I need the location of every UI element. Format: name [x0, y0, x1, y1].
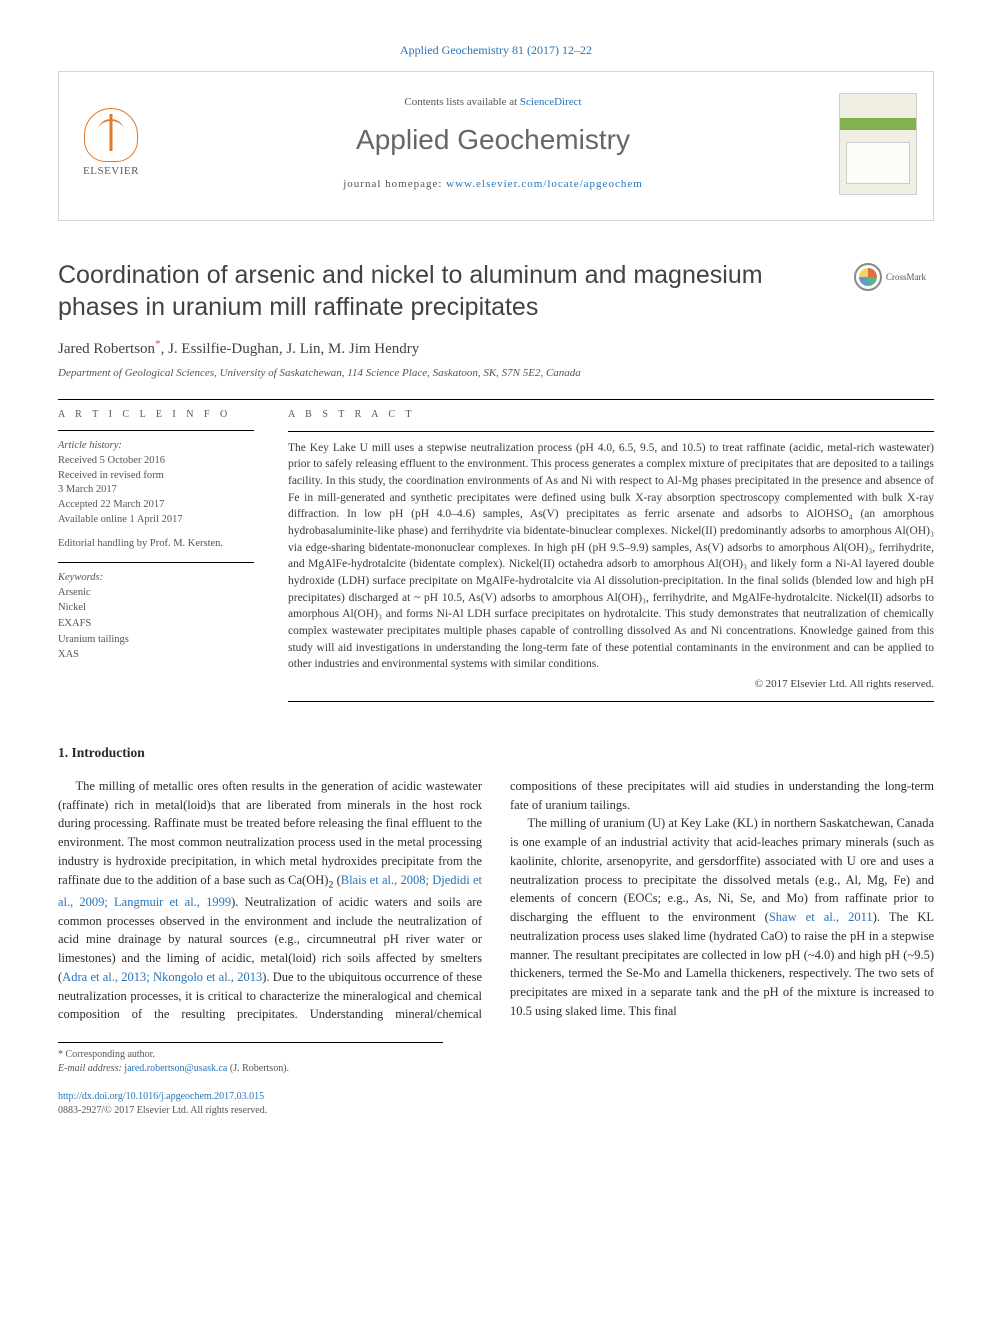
keyword: XAS [58, 648, 254, 663]
affiliation: Department of Geological Sciences, Unive… [58, 366, 934, 381]
journal-title: Applied Geochemistry [147, 120, 839, 159]
history-label: Article history: [58, 439, 254, 454]
email-link[interactable]: jared.robertson@usask.ca [124, 1063, 227, 1074]
abstract-heading: A B S T R A C T [288, 408, 934, 423]
elsevier-logo: ELSEVIER [75, 108, 147, 179]
crossmark-badge[interactable]: CrossMark [854, 263, 934, 291]
abstract-column: A B S T R A C T The Key Lake U mill uses… [288, 408, 934, 710]
keyword: Uranium tailings [58, 633, 254, 648]
publisher-name: ELSEVIER [83, 164, 139, 179]
history-revised-1: Received in revised form [58, 469, 254, 484]
author-list: Jared Robertson*, J. Essilfie-Dughan, J.… [58, 341, 419, 357]
contents-list-line: Contents lists available at ScienceDirec… [147, 95, 839, 110]
doi-link[interactable]: http://dx.doi.org/10.1016/j.apgeochem.20… [58, 1091, 264, 1102]
journal-homepage-link[interactable]: www.elsevier.com/locate/apgeochem [446, 178, 643, 190]
article-info-heading: A R T I C L E I N F O [58, 408, 254, 422]
keyword: EXAFS [58, 617, 254, 632]
contents-prefix: Contents lists available at [404, 96, 519, 108]
authors: Jared Robertson*, J. Essilfie-Dughan, J.… [58, 337, 934, 360]
sciencedirect-link[interactable]: ScienceDirect [520, 96, 582, 108]
email-label: E-mail address: [58, 1063, 124, 1074]
article-title: Coordination of arsenic and nickel to al… [58, 259, 840, 323]
history-received: Received 5 October 2016 [58, 454, 254, 469]
intro-p1a: The milling of metallic ores often resul… [58, 779, 482, 887]
editorial-handling: Editorial handling by Prof. M. Kersten. [58, 537, 254, 552]
homepage-prefix: journal homepage: [343, 178, 446, 190]
footnotes: * Corresponding author. E-mail address: … [58, 1042, 443, 1076]
journal-header: ELSEVIER Contents lists available at Sci… [58, 71, 934, 221]
keyword: Arsenic [58, 586, 254, 601]
intro-p3b: ). The KL neutralization process uses sl… [510, 910, 934, 1018]
divider-top [58, 399, 934, 400]
keywords-label: Keywords: [58, 571, 254, 586]
homepage-line: journal homepage: www.elsevier.com/locat… [147, 177, 839, 192]
abstract-copyright: © 2017 Elsevier Ltd. All rights reserved… [288, 677, 934, 693]
crossmark-label: CrossMark [886, 271, 926, 284]
body-text: The milling of metallic ores often resul… [58, 777, 934, 1024]
abstract-text: The Key Lake U mill uses a stepwise neut… [288, 440, 934, 673]
intro-p1c: ). [262, 970, 273, 984]
history-accepted: Accepted 22 March 2017 [58, 498, 254, 513]
keyword: Nickel [58, 601, 254, 616]
corresponding-author: * Corresponding author. [58, 1048, 443, 1062]
email-suffix: (J. Robertson). [227, 1063, 289, 1074]
journal-reference: Applied Geochemistry 81 (2017) 12–22 [58, 42, 934, 59]
history-online: Available online 1 April 2017 [58, 513, 254, 528]
section-1-heading: 1. Introduction [58, 744, 934, 763]
journal-cover-thumb [839, 93, 917, 195]
issn-copyright: 0883-2927/© 2017 Elsevier Ltd. All right… [58, 1104, 934, 1118]
citation-link[interactable]: Shaw et al., 2011 [769, 910, 873, 924]
article-info-column: A R T I C L E I N F O Article history: R… [58, 408, 254, 710]
bottom-info: http://dx.doi.org/10.1016/j.apgeochem.20… [58, 1090, 934, 1118]
intro-p3a: The milling of uranium (U) at Key Lake (… [510, 816, 934, 924]
crossmark-icon [854, 263, 882, 291]
elsevier-tree-icon [84, 108, 138, 162]
keywords-list: Arsenic Nickel EXAFS Uranium tailings XA… [58, 586, 254, 663]
citation-link[interactable]: Adra et al., 2013; Nkongolo et al., 2013 [62, 970, 262, 984]
history-revised-2: 3 March 2017 [58, 483, 254, 498]
